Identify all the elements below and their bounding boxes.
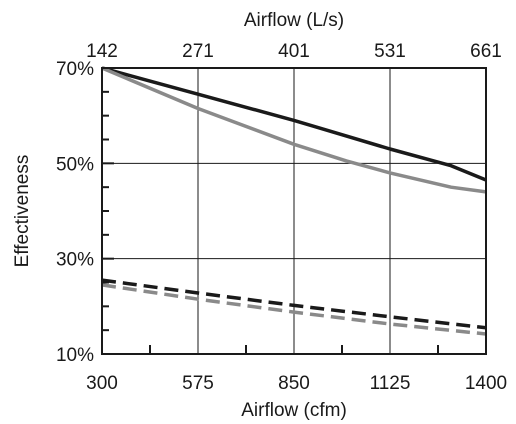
y-tick-label: 50% [56, 154, 94, 175]
x2-tick-label: 531 [374, 41, 406, 62]
x2-tick-label: 142 [86, 41, 118, 62]
y-tick-label: 30% [56, 250, 94, 271]
series-group [101, 66, 487, 336]
series-line-1 [101, 66, 487, 182]
x-tick-label: 850 [278, 373, 310, 394]
y-axis-title: Effectiveness [12, 155, 33, 268]
x-tick-label: 1125 [370, 373, 411, 394]
series-line-4 [101, 283, 487, 336]
x2-tick-label: 271 [182, 41, 214, 62]
series-line-3 [101, 278, 487, 330]
tick-marks [102, 67, 439, 355]
y-tick-label: 70% [56, 59, 94, 80]
x-tick-label: 575 [182, 373, 214, 394]
top-axis-title: Airflow (L/s) [244, 10, 344, 31]
tick-labels: 10% 30% 50% 70% 300 575 850 1125 1400 142 271 401 53… [56, 41, 507, 394]
x2-tick-label: 661 [470, 41, 502, 62]
bottom-axis-title: Airflow (cfm) [241, 400, 347, 421]
series-line-2 [101, 66, 487, 194]
x2-tick-label: 401 [278, 41, 310, 62]
x-tick-label: 1400 [465, 373, 507, 394]
x-tick-label: 300 [86, 373, 118, 394]
y-tick-label: 10% [56, 345, 94, 366]
